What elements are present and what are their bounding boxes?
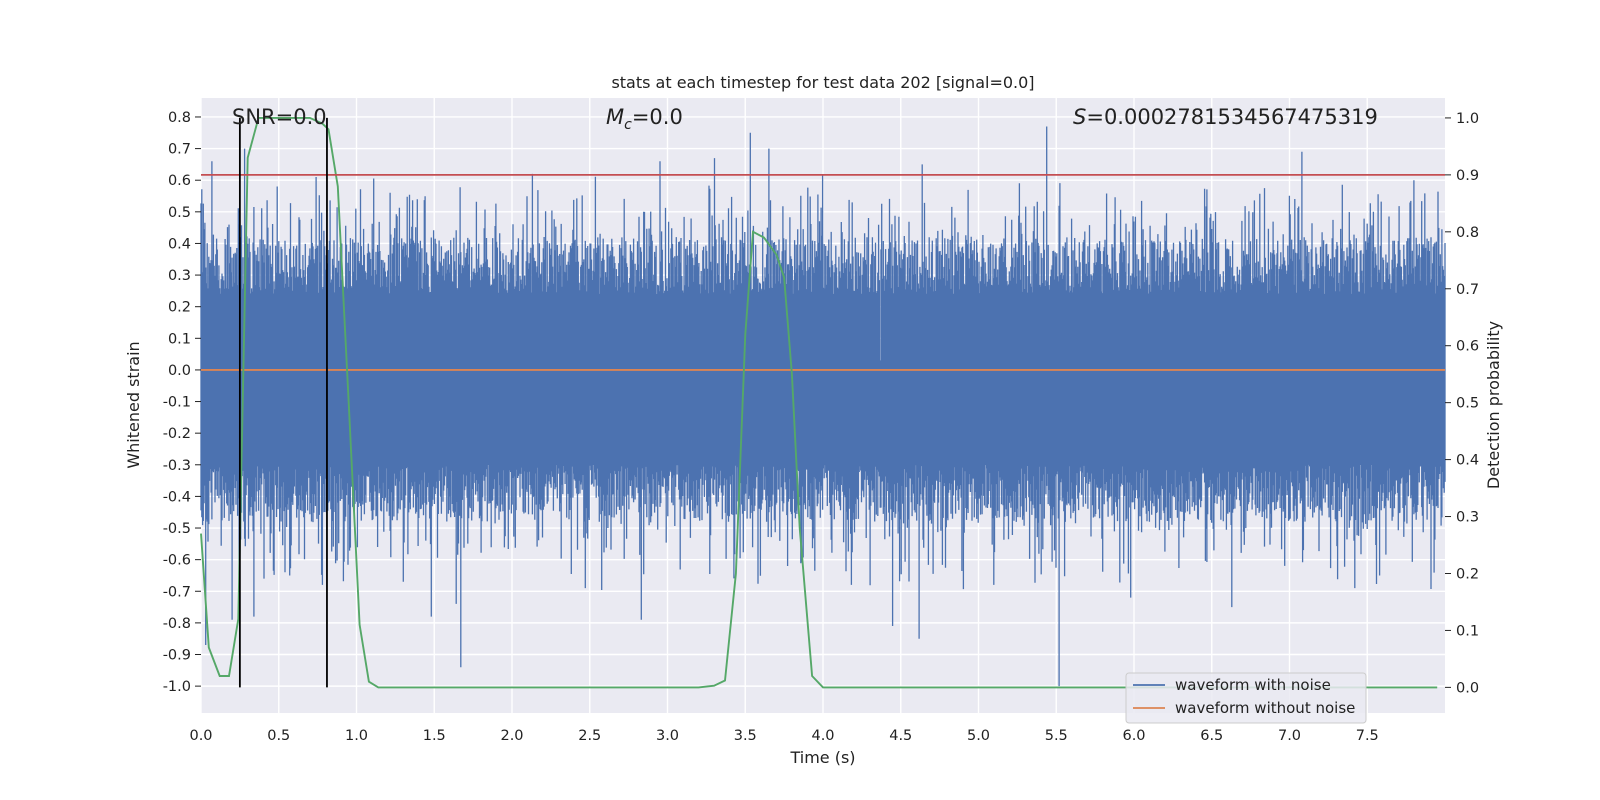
y2-axis-ticks: 1.0 0.9 0.8 0.7 0.6 0.5 0.4 0.3 0.2 0.1 0.0	[1445, 111, 1479, 696]
legend-box	[1125, 672, 1367, 724]
y2-tick-label-3: 0.7	[1456, 282, 1479, 298]
x-axis-label: Time (s)	[789, 748, 855, 767]
y-tick-label-5: 0.3	[168, 268, 191, 284]
y2-tick-label-5: 0.5	[1456, 396, 1479, 412]
y2-tick-label-8: 0.2	[1456, 566, 1479, 582]
mc-annotation: Mc=0.0	[606, 105, 683, 133]
s-value: =0.0002781534567475319	[1086, 105, 1378, 129]
probability-series	[200, 116, 1438, 689]
y-tick-label-10: -0.2	[163, 426, 191, 442]
y-tick-label-11: -0.3	[163, 458, 191, 474]
x-tick-label-10: 5.0	[967, 728, 990, 744]
x-tick-label-13: 6.5	[1200, 728, 1223, 744]
y-axis-ticks: 0.8 0.7 0.6 0.5 0.4 0.3 0.2 0.1 0.0 -0.1 -0.2 -0.3 -…	[163, 110, 201, 695]
x-tick-label-9: 4.5	[889, 728, 912, 744]
x-tick-label-12: 6.0	[1122, 728, 1145, 744]
y-tick-label-0: 0.8	[168, 110, 191, 126]
x-tick-label-4: 2.0	[500, 728, 523, 744]
x-tick-label-2: 1.0	[345, 728, 368, 744]
y2-tick-label-10: 0.0	[1456, 680, 1479, 696]
y-tick-label-13: -0.5	[163, 521, 191, 537]
y-tick-label-18: -1.0	[163, 679, 191, 695]
y-tick-label-1: 0.7	[168, 142, 191, 158]
y2-tick-label-6: 0.4	[1456, 453, 1479, 469]
x-tick-label-11: 5.5	[1045, 728, 1068, 744]
legend: waveform with noise waveform without noi…	[1125, 672, 1367, 724]
snr-annotation: SNR=0.0	[232, 105, 327, 129]
y2-axis-label: Detection probability	[1484, 321, 1503, 489]
y2-tick-label-2: 0.8	[1456, 225, 1479, 241]
x-tick-label-7: 3.5	[734, 728, 757, 744]
mc-value: =0.0	[632, 105, 683, 129]
x-tick-label-5: 2.5	[578, 728, 601, 744]
y-tick-label-16: -0.8	[163, 616, 191, 632]
y-tick-label-2: 0.6	[168, 173, 191, 189]
y2-tick-label-0: 1.0	[1456, 111, 1479, 127]
s-symbol: S	[1073, 105, 1086, 129]
x-axis-ticks: 0.0 0.5 1.0 1.5 2.0 2.5 3.0 3.5 4.0 4.5 5.0 5.5 6.0 6…	[189, 728, 1378, 744]
x-tick-label-6: 3.0	[656, 728, 679, 744]
noise-waveform-line	[200, 126, 1446, 687]
x-tick-label-8: 4.0	[811, 728, 834, 744]
y2-tick-label-9: 0.1	[1456, 623, 1479, 639]
y-tick-label-12: -0.4	[163, 489, 191, 505]
y-tick-label-3: 0.5	[168, 205, 191, 221]
y-tick-label-15: -0.7	[163, 584, 191, 600]
y-tick-label-8: 0.0	[168, 363, 191, 379]
mc-subscript: c	[624, 117, 632, 133]
legend-label-clean: waveform without noise	[1175, 699, 1355, 717]
y2-tick-label-4: 0.6	[1456, 339, 1479, 355]
y-axis-label: Whitened strain	[124, 341, 143, 468]
x-tick-label-0: 0.0	[189, 728, 212, 744]
x-tick-label-3: 1.5	[423, 728, 446, 744]
y-tick-label-7: 0.1	[168, 331, 191, 347]
mc-symbol: M	[606, 105, 624, 129]
x-tick-label-14: 7.0	[1278, 728, 1301, 744]
y-tick-label-6: 0.2	[168, 300, 191, 316]
noise-series	[200, 126, 1446, 687]
annotation-layer	[201, 117, 1445, 688]
x-tick-label-15: 7.5	[1356, 728, 1379, 744]
y2-tick-label-7: 0.3	[1456, 510, 1479, 526]
y-tick-label-17: -0.9	[163, 648, 191, 664]
y-tick-label-9: -0.1	[163, 395, 191, 411]
s-annotation: S=0.0002781534567475319	[1073, 105, 1378, 129]
y2-tick-label-1: 0.9	[1456, 168, 1479, 184]
legend-label-noise: waveform with noise	[1175, 676, 1331, 694]
y-tick-label-4: 0.4	[168, 236, 191, 252]
y-tick-label-14: -0.6	[163, 553, 191, 569]
chart-title: stats at each timestep for test data 202…	[611, 73, 1034, 92]
detection-probability-line	[200, 116, 1438, 689]
x-tick-label-1: 0.5	[267, 728, 290, 744]
